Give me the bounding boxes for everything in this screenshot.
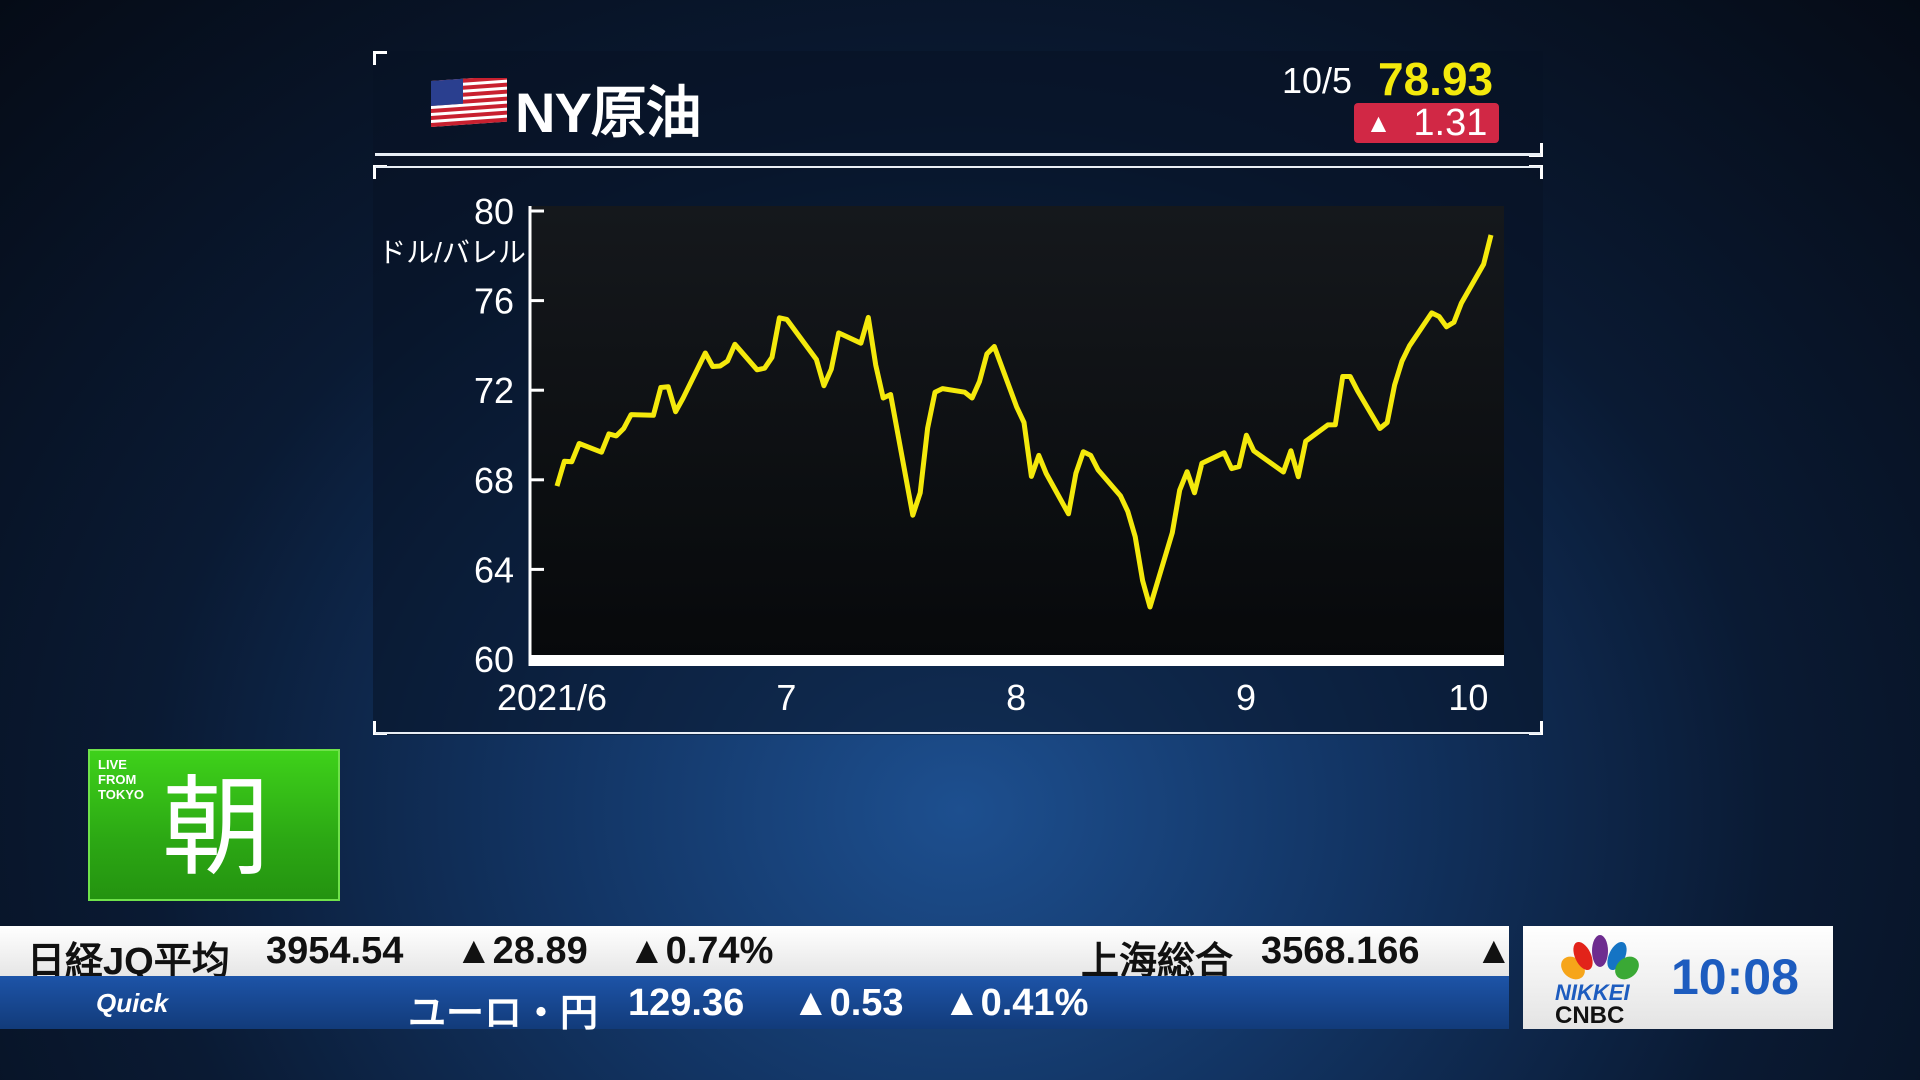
price-value: 78.93 <box>1378 53 1494 105</box>
ticker-change: ▲ <box>1475 930 1513 972</box>
clock-time: 10:08 <box>1671 949 1799 1005</box>
y-tick-label: 80 <box>474 191 514 232</box>
change-value: 1.31 <box>1413 101 1488 144</box>
ticker-name: ユーロ・円 <box>408 993 599 1035</box>
y-tick-label: 76 <box>474 281 514 322</box>
ticker-value: 129.36 <box>628 982 745 1024</box>
up-arrow-icon: ▲ <box>1365 107 1392 138</box>
corner-bracket <box>373 51 387 65</box>
ticker-pct: ▲0.41% <box>943 982 1089 1024</box>
page-title: NY原油 <box>515 81 702 144</box>
badge-line: LIVE <box>98 757 127 772</box>
y-tick-label: 72 <box>474 370 514 411</box>
quick-logo: Quick <box>96 988 169 1018</box>
x-axis-bar <box>529 655 1504 666</box>
change-badge: ▲ 1.31 <box>1354 101 1499 144</box>
live-from-tokyo-badge: LIVE FROM TOKYO 朝 <box>88 749 340 901</box>
y-axis-unit-label: ドル/バレル <box>378 237 526 268</box>
x-tick-label: 7 <box>776 677 796 718</box>
x-tick-label: 10 <box>1448 677 1488 718</box>
badge-line: FROM <box>98 772 137 787</box>
price-date: 10/5 <box>1282 60 1353 101</box>
network-bug: NIKKEI CNBC 10:08 <box>1523 926 1833 1029</box>
ticker-change: ▲28.89 <box>455 930 588 972</box>
x-tick-label: 2021/6 <box>497 677 607 718</box>
ticker-row-2: Quick ユーロ・円 129.36 ▲0.53 ▲0.41% <box>0 976 1509 1035</box>
badge-line: TOKYO <box>98 787 144 802</box>
us-flag-icon <box>431 78 507 127</box>
nikkei-logo-text: NIKKEI <box>1555 980 1630 1005</box>
y-tick-label: 60 <box>474 639 514 680</box>
y-tick-label: 68 <box>474 460 514 501</box>
ticker-value: 3568.166 <box>1261 930 1420 972</box>
cnbc-logo-text: CNBC <box>1555 1002 1625 1029</box>
ticker-row-1: 日経JQ平均 3954.54 ▲28.89 ▲0.74% 上海総合 3568.1… <box>0 926 1513 983</box>
program-kanji: 朝 <box>162 767 271 888</box>
ticker-pct: ▲0.74% <box>628 930 774 972</box>
plot-area <box>529 206 1504 658</box>
divider <box>375 166 1541 168</box>
divider <box>375 153 1541 156</box>
price-line <box>554 234 1494 610</box>
line-chart: 60 64 68 72 76 80 2021/6 7 8 9 10 ドル/バレル <box>378 191 1504 718</box>
divider <box>375 732 1541 734</box>
ticker-value: 3954.54 <box>266 930 404 972</box>
x-tick-label: 9 <box>1236 677 1256 718</box>
x-tick-label: 8 <box>1006 677 1026 718</box>
y-tick-label: 64 <box>474 549 514 590</box>
peacock-logo-icon <box>1561 935 1639 980</box>
ticker-change: ▲0.53 <box>792 982 904 1024</box>
